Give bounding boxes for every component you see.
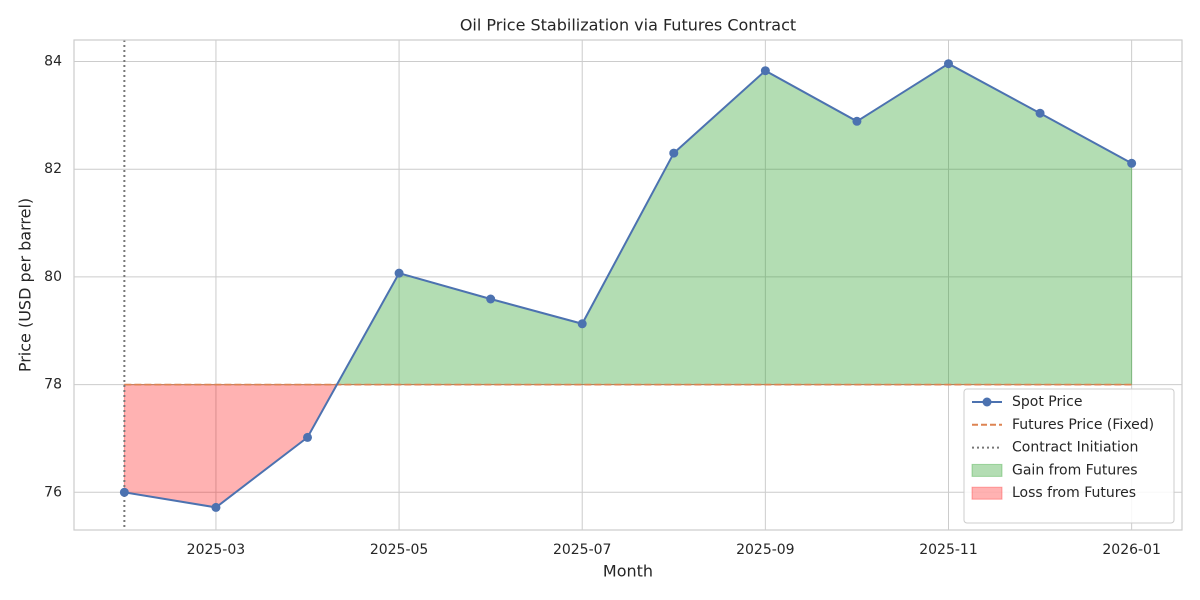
legend-label: Gain from Futures [1012,462,1138,478]
legend-label: Spot Price [1012,394,1082,410]
chart-title: Oil Price Stabilization via Futures Cont… [460,16,796,35]
plot-area [119,40,1137,530]
x-tick-label: 2025-05 [370,542,429,558]
spot-marker [943,59,953,69]
legend-swatch [982,397,992,407]
spot-marker [486,294,496,304]
spot-marker [760,66,770,76]
spot-marker [303,432,313,442]
x-tick-label: 2025-03 [187,542,246,558]
y-tick-label: 76 [44,484,62,500]
y-tick-label: 80 [44,269,62,285]
x-tick-label: 2025-09 [736,542,795,558]
y-tick-label: 84 [44,54,62,70]
legend-label: Loss from Futures [1012,485,1136,501]
legend-label: Futures Price (Fixed) [1012,417,1154,433]
x-axis-label: Month [603,562,653,581]
legend-label: Contract Initiation [1012,440,1138,456]
y-axis-label: Price (USD per barrel) [16,198,35,372]
legend: Spot Price Futures Price (Fixed) Contract … [963,388,1175,524]
spot-line [124,62,1133,509]
axes-frame [73,39,1183,531]
spot-marker [119,487,129,497]
legend-swatch [971,463,1003,477]
legend-box [963,388,1175,524]
x-tick-label: 2026-01 [1102,542,1161,558]
x-tick-label: 2025-07 [553,542,612,558]
x-tick-label: 2025-11 [919,542,978,558]
spot-marker [669,148,679,158]
spot-marker [1035,108,1045,118]
spot-marker [211,502,221,512]
y-tick-label: 78 [44,377,62,393]
legend-swatch [971,486,1003,500]
y-tick-label: 82 [44,161,62,177]
spot-marker [577,319,587,329]
spot-marker [1127,158,1137,168]
spot-marker [852,116,862,126]
spot-marker [394,268,404,278]
